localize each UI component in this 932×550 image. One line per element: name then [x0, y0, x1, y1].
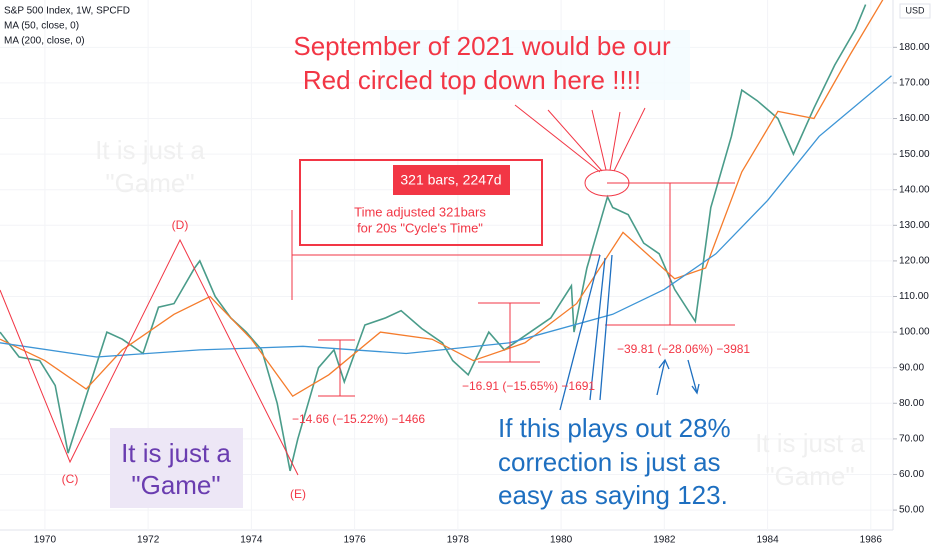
arrow: [599, 254, 613, 401]
watermark: "Game": [105, 168, 194, 198]
legend-entry: MA (200, close, 0): [4, 36, 85, 47]
price-axis-bg: [893, 0, 932, 550]
blue-note: correction is just as: [498, 447, 721, 477]
arrow-head: [691, 383, 700, 395]
arrow: [609, 111, 621, 171]
drop-label: −16.91 (−15.65%) −1691: [462, 379, 595, 393]
y-tick-label: 90.00: [899, 362, 924, 373]
y-tick-label: 60.00: [899, 469, 924, 480]
y-tick-label: 80.00: [899, 398, 924, 409]
series-line: [0, 75, 892, 358]
legend-entry: MA (50, close, 0): [4, 21, 79, 32]
y-tick-label: 150.00: [899, 149, 930, 160]
game-box: [110, 428, 243, 508]
y-tick-label: 120.00: [899, 256, 930, 267]
currency-tag: [899, 3, 931, 19]
series-line: [0, 4, 867, 472]
y-tick-label: 110.00: [899, 291, 929, 302]
note-text: Time adjusted 321bars: [354, 204, 486, 219]
x-tick-label: 1982: [653, 535, 676, 546]
blue-note: easy as saying 123.: [498, 480, 728, 510]
headline-bg: [380, 30, 690, 100]
arrow: [559, 254, 601, 411]
point-label: (E): [290, 487, 306, 501]
note-box: [299, 159, 543, 246]
watermark: It is just a: [755, 428, 865, 458]
series-line: [0, 0, 884, 398]
watermark: "Game": [765, 461, 854, 491]
note-text: for 20s "Cycle's Time": [357, 220, 483, 235]
zigzag: [0, 238, 299, 476]
x-tick-label: 1986: [860, 535, 883, 546]
y-tick-label: 160.00: [899, 113, 930, 124]
y-tick-label: 180.00: [899, 42, 930, 53]
game-text: "Game": [131, 470, 220, 500]
y-tick-label: 100.00: [899, 327, 930, 338]
x-tick-label: 1984: [756, 535, 779, 546]
currency: USD: [905, 5, 925, 15]
y-tick-label: 170.00: [899, 78, 930, 89]
headline: September of 2021 would be our: [293, 31, 671, 61]
y-tick-label: 50.00: [899, 505, 924, 516]
arrow-head: [658, 358, 670, 370]
arrow: [687, 359, 698, 394]
arrow: [591, 109, 607, 171]
drawings: [0, 104, 735, 476]
x-tick-label: 1974: [240, 535, 263, 546]
bars-label: 321 bars, 2247d: [400, 172, 501, 188]
bars-badge: [393, 165, 510, 195]
headline: Red circled top down here !!!!: [303, 65, 641, 95]
game-text: It is just a: [121, 438, 231, 468]
point-label: (C): [62, 472, 79, 486]
drop-label: −14.66 (−15.22%) −1466: [292, 412, 425, 426]
x-tick-label: 1978: [447, 535, 470, 546]
blue-note: If this plays out 28%: [498, 413, 731, 443]
point-label: (D): [172, 218, 189, 232]
chart-title: S&P 500 Index, 1W, SPCFD: [4, 6, 130, 17]
drop-label: −39.81 (−28.06%) −3981: [617, 342, 750, 356]
y-tick-label: 140.00: [899, 184, 930, 195]
x-tick-label: 1980: [550, 535, 573, 546]
arrow: [613, 107, 646, 172]
arrow: [589, 257, 606, 401]
top-circle: [584, 169, 630, 197]
x-tick-label: 1976: [343, 535, 366, 546]
x-tick-label: 1972: [137, 535, 160, 546]
watermark: It is just a: [95, 135, 205, 165]
x-tick-label: 1970: [34, 535, 57, 546]
blue-arrows: [559, 254, 700, 411]
y-tick-label: 70.00: [899, 434, 924, 445]
arrow: [656, 359, 666, 396]
y-tick-label: 130.00: [899, 220, 930, 231]
arrow: [514, 104, 601, 173]
arrow: [547, 109, 603, 172]
